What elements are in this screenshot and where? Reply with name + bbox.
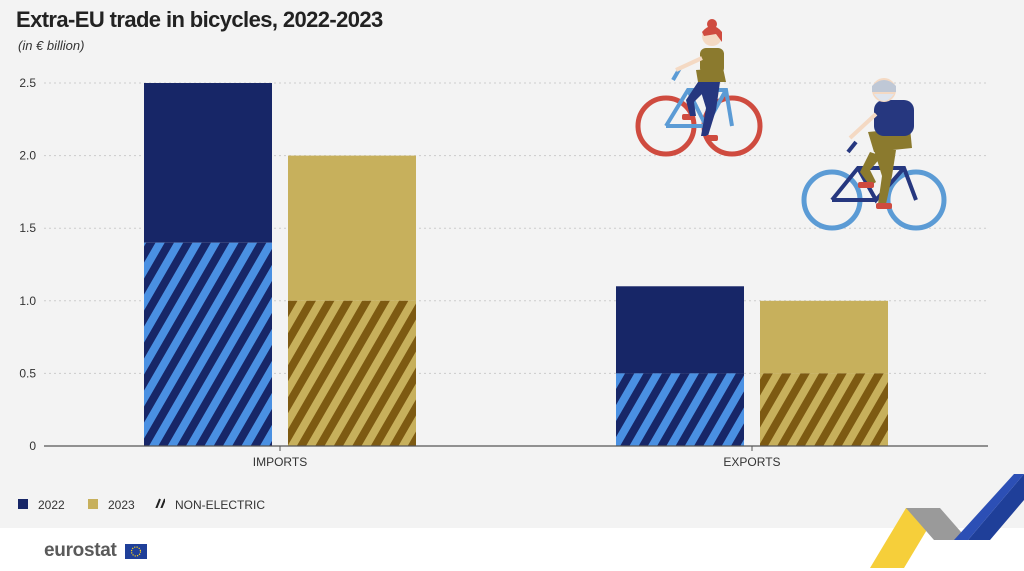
- y-tick-label: 0.5: [19, 366, 36, 380]
- axes: 0 0.5 1.0 1.5 2.0 2.5 IMPORTS EXPORTS: [19, 76, 988, 469]
- y-tick-label: 1.0: [19, 294, 36, 308]
- bar-2022-imports-non-electric: [144, 242, 272, 446]
- bar-2023-imports-electric: [288, 155, 416, 301]
- hatch-icon: [155, 498, 165, 508]
- legend-swatch-2022: [18, 499, 28, 509]
- man-cyclist-icon: [801, 78, 947, 231]
- woman-cyclist-icon: [635, 19, 763, 157]
- bar-2023-imports-non-electric: [288, 300, 416, 446]
- bar-chart: 0 0.5 1.0 1.5 2.0 2.5 IMPORTS EXPORTS: [19, 19, 988, 469]
- bar-2023-exports-non-electric: [760, 373, 888, 446]
- chart-title: Extra-EU trade in bicycles, 2022-2023: [16, 7, 383, 32]
- y-tick-label: 0: [29, 439, 36, 453]
- x-category-label: IMPORTS: [253, 455, 307, 469]
- eu-flag-icon: [125, 543, 148, 559]
- legend-label-non-electric: NON-ELECTRIC: [175, 498, 266, 512]
- logo-text: eurostat: [44, 540, 117, 561]
- y-tick-label: 1.5: [19, 221, 36, 235]
- y-tick-label: 2.5: [19, 76, 36, 90]
- bar-2022-exports-electric: [616, 286, 744, 374]
- legend-swatch-2023: [88, 499, 98, 509]
- x-category-label: EXPORTS: [723, 455, 780, 469]
- legend-label-2022: 2022: [38, 498, 65, 512]
- legend-label-2023: 2023: [108, 498, 135, 512]
- bar-2022-exports-non-electric: [616, 373, 744, 446]
- eurostat-logo: eurostat: [44, 540, 148, 562]
- bar-2022-imports-electric: [144, 83, 272, 243]
- y-tick-label: 2.0: [19, 149, 36, 163]
- chart-subtitle: (in € billion): [18, 38, 85, 53]
- bars: [144, 83, 888, 446]
- bar-2023-exports-electric: [760, 300, 888, 374]
